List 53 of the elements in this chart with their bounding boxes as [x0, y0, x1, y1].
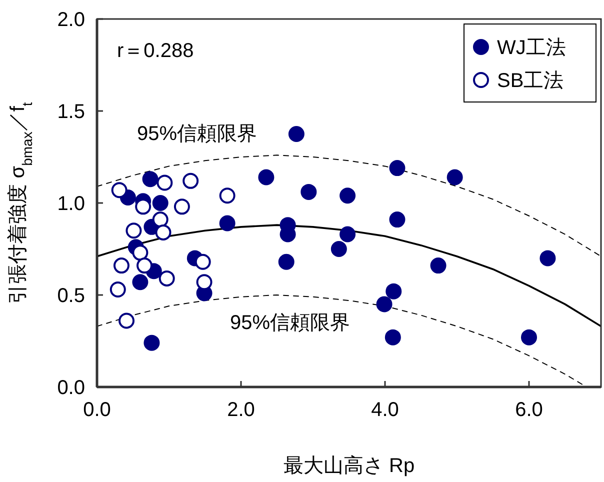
- point: [152, 195, 168, 211]
- point: [144, 334, 160, 351]
- point: [111, 182, 128, 198]
- point: [182, 172, 199, 189]
- point: [196, 274, 212, 290]
- point: [446, 169, 463, 186]
- x-tick-label: 2.0: [227, 399, 255, 421]
- point: [155, 224, 172, 240]
- point: [110, 281, 126, 298]
- annotation: r＝0.288: [117, 40, 194, 62]
- point: [376, 296, 392, 312]
- point: [158, 270, 175, 286]
- point: [194, 254, 211, 270]
- point: [136, 258, 153, 274]
- y-tick-label: 2.0: [57, 9, 85, 31]
- point: [278, 254, 294, 270]
- point: [174, 198, 190, 215]
- point: [340, 226, 356, 242]
- point: [386, 283, 402, 300]
- y-tick-label: 1.0: [57, 193, 85, 215]
- line-series: [97, 154, 601, 257]
- annotation: 95%信頼限界: [230, 312, 350, 334]
- y-tick-label: 0.0: [57, 377, 85, 399]
- point: [219, 215, 236, 232]
- point: [384, 329, 401, 346]
- x-tick-label: 6.0: [515, 399, 543, 421]
- point: [118, 312, 135, 329]
- point: [156, 174, 173, 191]
- x-tick-label: 4.0: [371, 399, 399, 421]
- point: [135, 198, 152, 215]
- legend-label: SB工法: [497, 70, 564, 92]
- point: [113, 258, 130, 274]
- point: [258, 169, 274, 186]
- y-tick-label: 0.5: [57, 285, 85, 307]
- point: [521, 329, 537, 346]
- point: [540, 250, 556, 266]
- point: [132, 244, 148, 261]
- point: [132, 274, 148, 290]
- x-axis-title: 最大山高さ Rp: [283, 454, 415, 477]
- point: [340, 188, 356, 204]
- point: [389, 212, 406, 228]
- point: [389, 160, 406, 176]
- annotation: 95%信頼限界: [137, 123, 258, 145]
- point: [300, 184, 317, 200]
- point: [126, 222, 142, 239]
- legend-label: WJ工法: [497, 37, 566, 59]
- point: [288, 126, 304, 142]
- x-tick-label: 0.0: [83, 399, 111, 421]
- y-tick-label: 1.5: [57, 101, 85, 123]
- point: [430, 258, 446, 274]
- point: [142, 171, 158, 188]
- point: [330, 241, 347, 257]
- point: [219, 188, 236, 204]
